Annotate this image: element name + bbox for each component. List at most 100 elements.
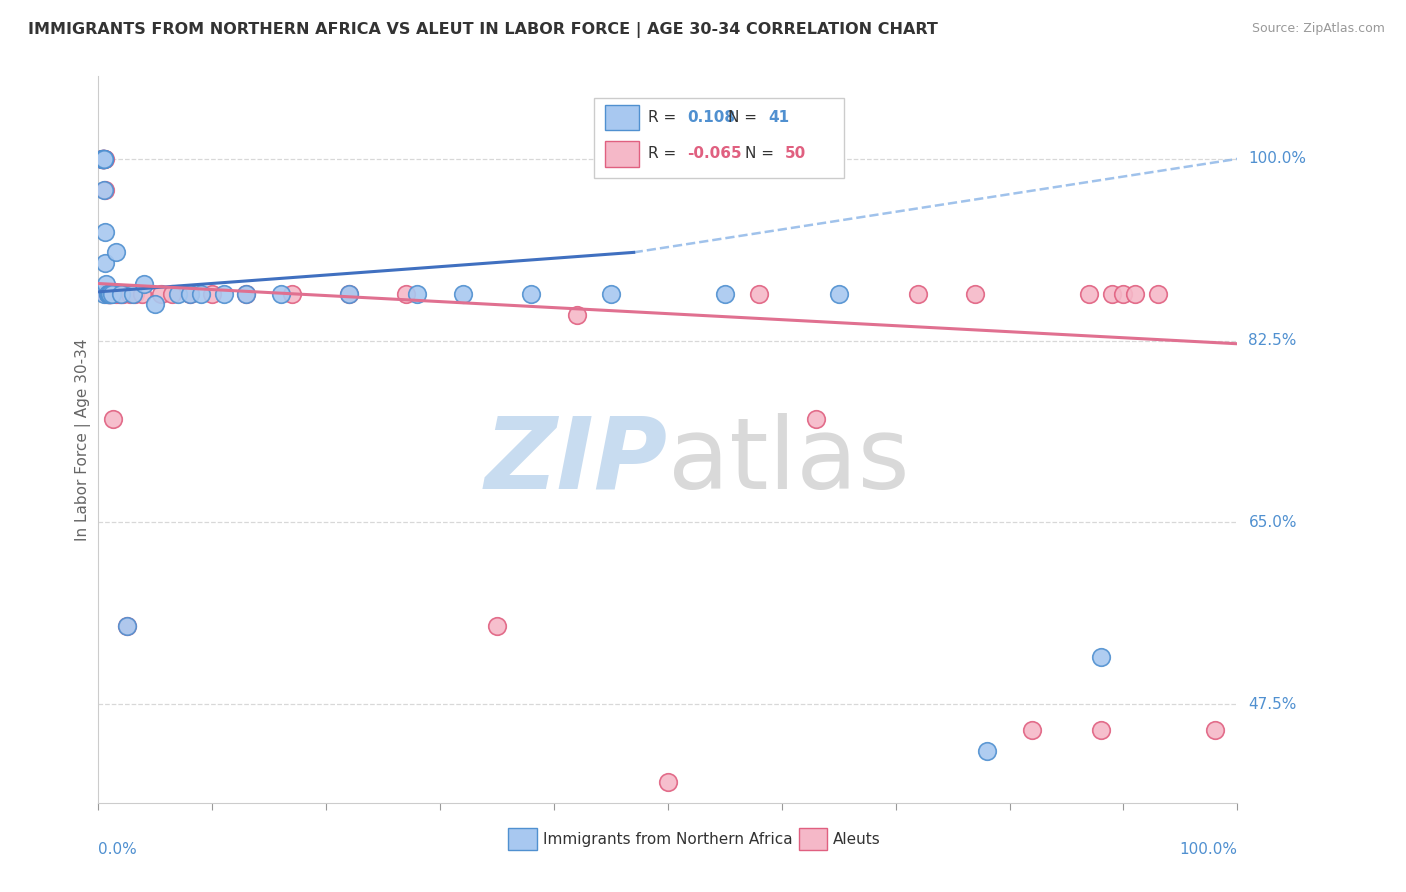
Point — [138, 884, 160, 892]
Point — [93, 152, 115, 166]
Point — [132, 277, 155, 291]
Point — [91, 152, 114, 166]
Point — [108, 287, 131, 301]
Point — [1090, 723, 1112, 737]
Text: ZIP: ZIP — [485, 413, 668, 509]
Text: 0.0%: 0.0% — [98, 842, 138, 856]
Point — [110, 287, 132, 301]
Point — [93, 152, 115, 166]
Point — [337, 287, 360, 301]
Text: 0.108: 0.108 — [688, 110, 735, 125]
Point — [100, 287, 122, 301]
Point — [131, 287, 153, 301]
Point — [94, 152, 117, 166]
Point — [235, 287, 257, 301]
Text: N =: N = — [728, 110, 762, 125]
Point — [96, 287, 118, 301]
Text: 100.0%: 100.0% — [1180, 842, 1237, 856]
Point — [1090, 650, 1112, 665]
Point — [93, 152, 115, 166]
Point — [115, 619, 138, 633]
Text: Immigrants from Northern Africa: Immigrants from Northern Africa — [543, 831, 792, 847]
Point — [94, 225, 117, 239]
Point — [1204, 723, 1226, 737]
Text: Source: ZipAtlas.com: Source: ZipAtlas.com — [1251, 22, 1385, 36]
Point — [395, 287, 418, 301]
Text: Aleuts: Aleuts — [832, 831, 880, 847]
Point — [179, 287, 201, 301]
Point — [270, 287, 292, 301]
Point — [1021, 723, 1043, 737]
Point — [98, 287, 121, 301]
Y-axis label: In Labor Force | Age 30-34: In Labor Force | Age 30-34 — [76, 338, 91, 541]
Point — [486, 619, 509, 633]
Point — [600, 287, 623, 301]
Bar — [509, 829, 537, 850]
Point — [976, 744, 998, 758]
Point — [93, 152, 115, 166]
Point — [150, 287, 173, 301]
Point — [101, 287, 124, 301]
Point — [110, 287, 132, 301]
Point — [90, 152, 112, 166]
Bar — [605, 141, 640, 167]
Point — [93, 287, 115, 301]
Text: IMMIGRANTS FROM NORTHERN AFRICA VS ALEUT IN LABOR FORCE | AGE 30-34 CORRELATION : IMMIGRANTS FROM NORTHERN AFRICA VS ALEUT… — [28, 22, 938, 38]
Point — [748, 287, 770, 301]
Text: 50: 50 — [785, 146, 807, 161]
Point — [121, 287, 143, 301]
Point — [1123, 287, 1146, 301]
Point — [96, 287, 118, 301]
Point — [190, 287, 212, 301]
Point — [91, 152, 114, 166]
Point — [96, 287, 118, 301]
Point — [104, 287, 127, 301]
Point — [451, 287, 474, 301]
Point — [91, 152, 114, 166]
Text: N =: N = — [745, 146, 779, 161]
Point — [90, 152, 112, 166]
Point — [96, 287, 118, 301]
Point — [90, 152, 112, 166]
Text: R =: R = — [648, 146, 682, 161]
Point — [281, 287, 304, 301]
Point — [91, 152, 114, 166]
Point — [97, 287, 120, 301]
Text: 65.0%: 65.0% — [1249, 515, 1296, 530]
Point — [93, 152, 115, 166]
Point — [94, 256, 117, 270]
Point — [907, 287, 929, 301]
Point — [115, 619, 138, 633]
Point — [98, 287, 121, 301]
Point — [167, 287, 190, 301]
Bar — [605, 105, 640, 130]
Point — [1112, 287, 1135, 301]
Point — [714, 287, 737, 301]
Point — [235, 287, 257, 301]
Point — [212, 287, 235, 301]
Text: 47.5%: 47.5% — [1249, 697, 1296, 712]
Text: atlas: atlas — [668, 413, 910, 509]
Point — [93, 152, 115, 166]
Point — [965, 287, 987, 301]
Point — [103, 411, 125, 425]
Point — [179, 287, 201, 301]
Text: 82.5%: 82.5% — [1249, 333, 1296, 348]
Point — [97, 287, 120, 301]
Point — [565, 308, 588, 322]
Point — [804, 411, 827, 425]
Point — [162, 287, 184, 301]
Point — [94, 183, 117, 197]
Point — [337, 287, 360, 301]
Point — [104, 245, 127, 260]
Point — [120, 287, 142, 301]
Point — [93, 152, 115, 166]
Point — [93, 183, 115, 197]
Point — [91, 152, 114, 166]
FancyBboxPatch shape — [593, 97, 845, 178]
Point — [91, 152, 114, 166]
Point — [406, 287, 429, 301]
Point — [96, 277, 118, 291]
Bar — [799, 829, 827, 850]
Point — [112, 287, 135, 301]
